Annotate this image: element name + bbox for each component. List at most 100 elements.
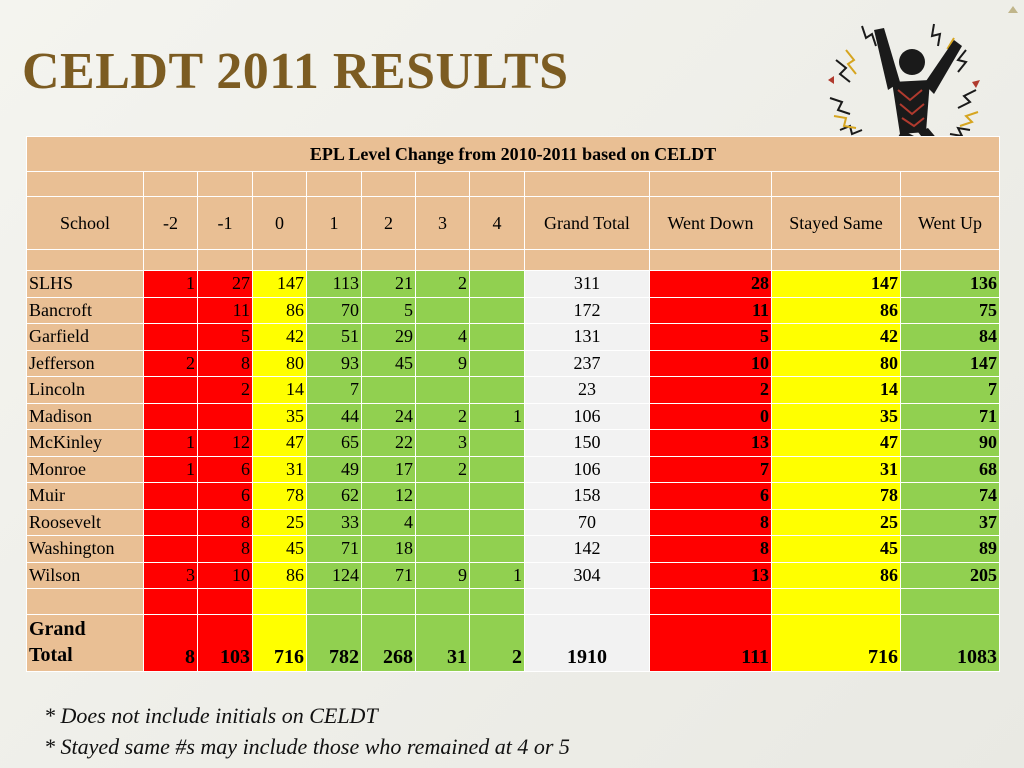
value-cell (143, 296, 198, 324)
value-cell: 131 (524, 323, 650, 351)
value-cell: 13 (649, 561, 772, 589)
spacer-row (26, 171, 1001, 197)
value-cell: 47 (771, 429, 901, 457)
value-cell: 68 (899, 455, 1001, 483)
column-header: -2 (143, 196, 198, 250)
value-cell: 1 (143, 429, 198, 457)
value-cell (415, 535, 470, 563)
value-cell: 9 (415, 561, 470, 589)
grand-total-cell: 31 (415, 614, 470, 672)
value-cell: 1 (469, 561, 525, 589)
grand-total-cell: 2 (469, 614, 525, 672)
value-cell: 3 (143, 561, 198, 589)
value-cell: 45 (252, 535, 307, 563)
value-cell (143, 323, 198, 351)
value-cell: 7 (306, 376, 362, 404)
column-header: Stayed Same (771, 196, 901, 250)
value-cell: 12 (197, 429, 253, 457)
grand-total-row: Grand Total 8 103 716 782 268 31 2 1910 111 716 108… (26, 614, 1001, 672)
value-cell: 113 (306, 270, 362, 298)
value-cell: 65 (306, 429, 362, 457)
value-cell: 6 (197, 455, 253, 483)
value-cell: 44 (306, 402, 362, 430)
value-cell: 9 (415, 349, 470, 377)
value-cell: 23 (524, 376, 650, 404)
value-cell: 2 (415, 270, 470, 298)
value-cell: 4 (361, 508, 416, 536)
value-cell: 89 (899, 535, 1001, 563)
value-cell: 147 (899, 349, 1001, 377)
value-cell: 8 (197, 349, 253, 377)
value-cell: 49 (306, 455, 362, 483)
value-cell: 6 (649, 482, 772, 510)
grand-total-label: Grand Total (26, 614, 144, 672)
value-cell: 93 (306, 349, 362, 377)
value-cell: 1 (143, 270, 198, 298)
value-cell: 74 (899, 482, 1001, 510)
value-cell: 51 (306, 323, 362, 351)
table-row: Roosevelt 8 25 33 4 70 8 25 37 (26, 508, 1001, 536)
value-cell: 13 (649, 429, 772, 457)
value-cell (143, 535, 198, 563)
value-cell: 6 (197, 482, 253, 510)
school-name-cell: Bancroft (26, 296, 144, 324)
value-cell: 8 (197, 535, 253, 563)
footnote: * Stayed same #s may include those who r… (44, 734, 570, 759)
grand-total-cell: 103 (197, 614, 253, 672)
value-cell: 8 (197, 508, 253, 536)
school-name-cell: Monroe (26, 455, 144, 483)
value-cell: 5 (197, 323, 253, 351)
value-cell: 86 (252, 561, 307, 589)
column-header: 4 (469, 196, 525, 250)
column-header: -1 (197, 196, 253, 250)
value-cell: 62 (306, 482, 362, 510)
value-cell: 37 (899, 508, 1001, 536)
value-cell (143, 402, 198, 430)
table-row: Muir 6 78 62 12 158 6 78 74 (26, 482, 1001, 510)
value-cell: 47 (252, 429, 307, 457)
grand-total-cell: 782 (306, 614, 362, 672)
value-cell (415, 482, 470, 510)
table-row: Bancroft 11 86 70 5 172 11 86 75 (26, 296, 1001, 324)
value-cell: 142 (524, 535, 650, 563)
value-cell: 80 (252, 349, 307, 377)
value-cell: 78 (771, 482, 901, 510)
value-cell (197, 402, 253, 430)
table-row: McKinley 1 12 47 65 22 3 150 13 47 90 (26, 429, 1001, 457)
value-cell (469, 296, 525, 324)
value-cell: 86 (252, 296, 307, 324)
value-cell: 10 (649, 349, 772, 377)
value-cell: 8 (649, 508, 772, 536)
value-cell: 35 (771, 402, 901, 430)
grand-total-cell: 1910 (524, 614, 650, 672)
value-cell: 147 (252, 270, 307, 298)
value-cell: 17 (361, 455, 416, 483)
value-cell: 42 (252, 323, 307, 351)
spacer-row (26, 588, 1001, 615)
grand-total-cell: 268 (361, 614, 416, 672)
value-cell (143, 508, 198, 536)
value-cell: 124 (306, 561, 362, 589)
footnotes: * Does not include initials on CELDT * S… (44, 700, 570, 762)
value-cell: 18 (361, 535, 416, 563)
value-cell (469, 482, 525, 510)
value-cell: 71 (306, 535, 362, 563)
value-cell: 10 (197, 561, 253, 589)
value-cell (415, 508, 470, 536)
footnote: * Does not include initials on CELDT (44, 703, 378, 728)
value-cell: 24 (361, 402, 416, 430)
value-cell: 21 (361, 270, 416, 298)
value-cell (361, 376, 416, 404)
value-cell: 22 (361, 429, 416, 457)
column-header: 3 (415, 196, 470, 250)
table-caption-row: EPL Level Change from 2010-2011 based on… (25, 136, 1001, 172)
value-cell: 147 (771, 270, 901, 298)
school-name-cell: Jefferson (26, 349, 144, 377)
value-cell (415, 376, 470, 404)
school-name-cell: Madison (26, 402, 144, 430)
value-cell: 11 (649, 296, 772, 324)
value-cell: 80 (771, 349, 901, 377)
value-cell: 5 (361, 296, 416, 324)
value-cell: 2 (197, 376, 253, 404)
table-row: Wilson 3 10 86 124 71 9 1 304 13 86 205 (26, 561, 1001, 589)
